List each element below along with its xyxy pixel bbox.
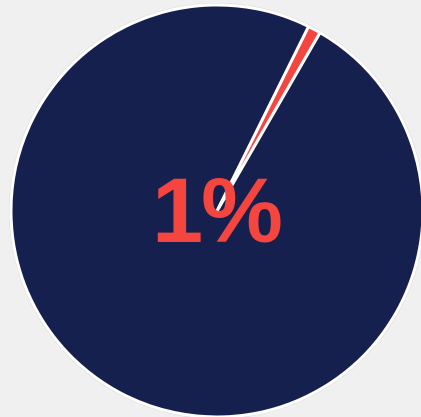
pie-slice-1 xyxy=(215,24,322,213)
